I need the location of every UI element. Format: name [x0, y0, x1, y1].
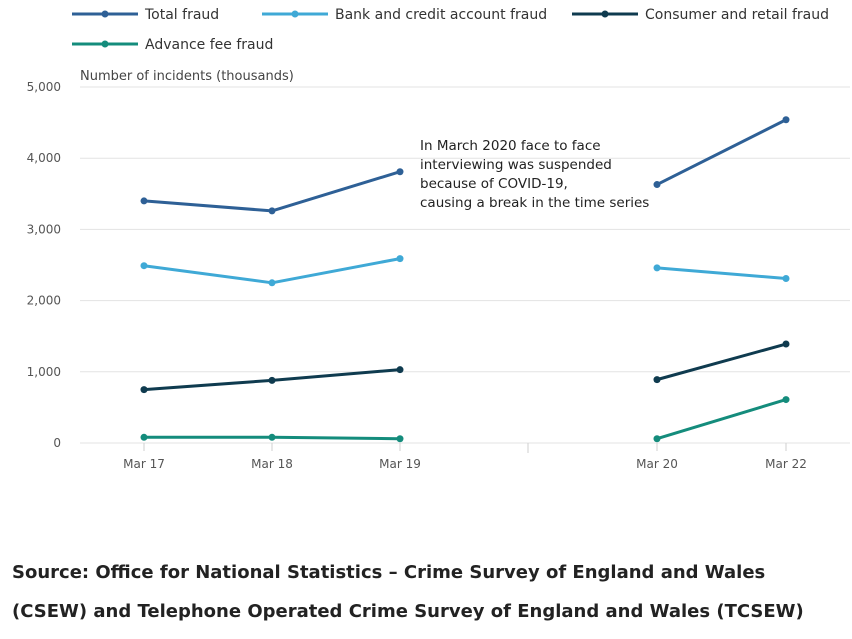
x-tick-label: Mar 20	[636, 457, 678, 471]
data-point	[268, 433, 276, 441]
x-tick-label: Mar 19	[379, 457, 421, 471]
data-point	[396, 366, 404, 374]
legend-item: Bank and credit account fraud	[262, 7, 547, 23]
annotation-line: interviewing was suspended	[420, 157, 612, 173]
data-point	[268, 279, 276, 287]
source-line-1: Source: Office for National Statistics –…	[12, 562, 766, 583]
legend-item: Total fraud	[72, 7, 219, 23]
y-tick-label: 4,000	[27, 151, 61, 165]
data-point	[268, 376, 276, 384]
data-point	[653, 376, 661, 384]
source-note: Source: Office for National Statistics –…	[12, 553, 842, 631]
y-tick-label: 3,000	[27, 222, 61, 236]
legend: Total fraud Bank and credit account fraud…	[72, 7, 829, 53]
source-line-2: (CSEW) and Telephone Operated Crime Surv…	[12, 601, 804, 622]
data-point	[396, 435, 404, 443]
annotation-line: causing a break in the time series	[420, 195, 649, 211]
fraud-line-chart: Total fraud Bank and credit account fraud…	[27, 7, 850, 471]
y-tick-label: 1,000	[27, 365, 61, 379]
data-point	[653, 435, 661, 443]
series-line	[140, 255, 790, 287]
y-tick-label: 0	[53, 436, 61, 450]
y-axis-label: Number of incidents (thousands)	[80, 69, 294, 84]
data-point	[140, 262, 148, 270]
data-point	[782, 396, 790, 404]
legend-label: Bank and credit account fraud	[335, 7, 547, 23]
legend-swatch-marker	[601, 10, 609, 18]
legend-swatch-marker	[101, 10, 109, 18]
legend-item: Advance fee fraud	[72, 37, 273, 53]
legend-label: Advance fee fraud	[145, 37, 273, 53]
legend-label: Consumer and retail fraud	[645, 7, 829, 23]
series-line	[140, 116, 790, 215]
legend-swatch-marker	[101, 40, 109, 48]
gridlines	[80, 86, 850, 444]
data-point	[653, 181, 661, 189]
data-point	[653, 264, 661, 272]
data-point	[782, 116, 790, 124]
legend-item: Consumer and retail fraud	[572, 7, 829, 23]
data-point	[396, 168, 404, 176]
y-tick-label: 2,000	[27, 294, 61, 308]
series-segment	[143, 170, 401, 213]
x-axis-ticks: Mar 17 Mar 18 Mar 19 Mar 20 Mar 22	[123, 443, 807, 471]
data-point	[268, 207, 276, 215]
series-segment	[143, 257, 401, 285]
series-line	[140, 340, 790, 394]
series-group	[140, 116, 790, 443]
data-point	[140, 433, 148, 441]
data-point	[140, 197, 148, 205]
data-point	[140, 386, 148, 394]
series-segment	[656, 342, 787, 382]
legend-label: Total fraud	[144, 7, 219, 23]
data-point	[782, 275, 790, 283]
series-segment	[656, 398, 787, 441]
series-segment	[656, 266, 787, 281]
annotation-line: In March 2020 face to face	[420, 138, 601, 154]
y-axis-ticks: 0 1,000 2,000 3,000 4,000 5,000	[27, 80, 61, 450]
y-tick-label: 5,000	[27, 80, 61, 94]
series-segment	[656, 118, 787, 186]
covid-annotation: In March 2020 face to face interviewing w…	[420, 138, 649, 211]
annotation-line: because of COVID-19,	[420, 176, 568, 192]
legend-swatch-marker	[291, 10, 299, 18]
x-tick-label: Mar 22	[765, 457, 807, 471]
data-point	[396, 255, 404, 263]
x-tick-label: Mar 17	[123, 457, 165, 471]
data-point	[782, 340, 790, 348]
series-line	[140, 396, 790, 443]
x-tick-label: Mar 18	[251, 457, 293, 471]
